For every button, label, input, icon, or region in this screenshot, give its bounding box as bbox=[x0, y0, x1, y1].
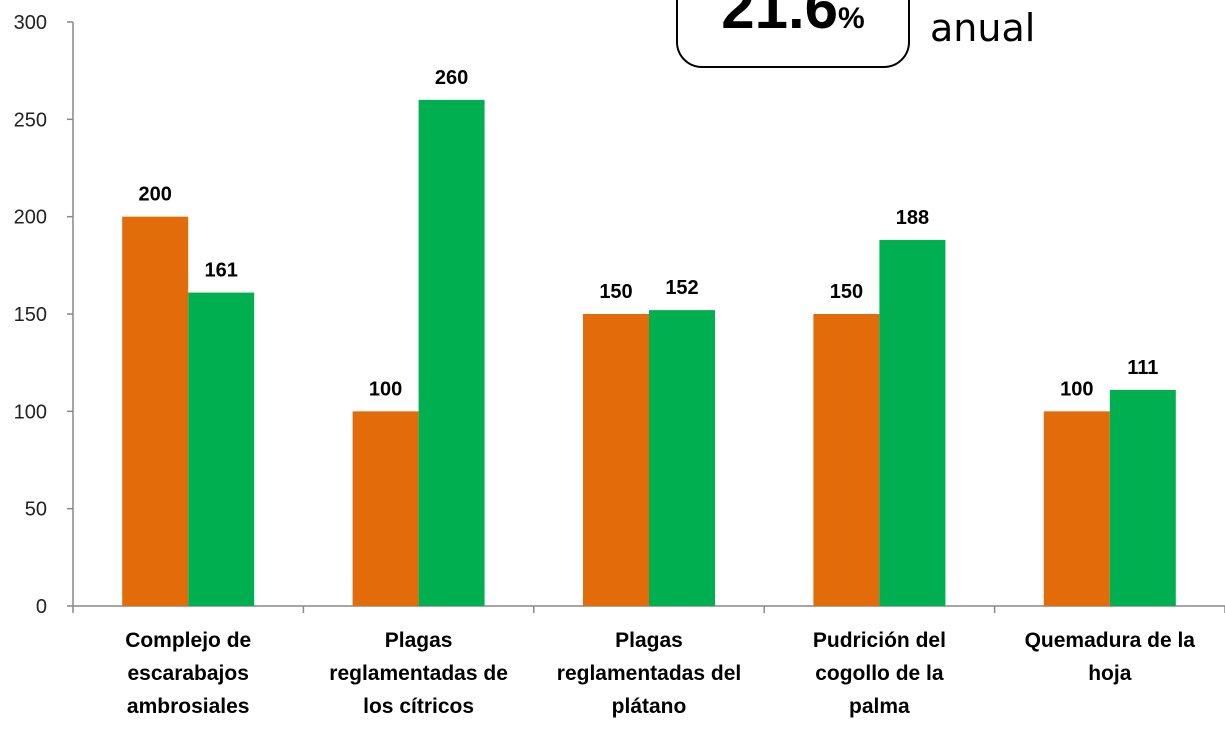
category-label: Plagas reglamentadas de los cítricos bbox=[329, 629, 508, 718]
category-label-line: Pudrición del bbox=[813, 629, 946, 652]
category-label-line: ambrosiales bbox=[127, 695, 250, 718]
callout-unit: % bbox=[838, 2, 865, 35]
category-label-line: Quemadura de la bbox=[1025, 629, 1196, 652]
bar-series-1 bbox=[122, 216, 189, 606]
y-tick-label: 100 bbox=[14, 401, 47, 423]
bar-series-1 bbox=[813, 314, 880, 606]
y-tick-label: 200 bbox=[14, 207, 47, 229]
data-label: 161 bbox=[205, 260, 238, 282]
category-label: Quemadura de la hoja bbox=[1025, 629, 1196, 685]
data-label: 150 bbox=[830, 281, 863, 303]
callout-number: 21.6 bbox=[721, 0, 839, 41]
category-label-line: plátano bbox=[612, 695, 687, 718]
bar-series-2 bbox=[1109, 389, 1176, 606]
data-label: 111 bbox=[1127, 357, 1158, 379]
data-label: 150 bbox=[599, 281, 632, 303]
category-label: Complejo de escarabajos ambrosiales bbox=[125, 629, 251, 718]
category-label-line: palma bbox=[849, 695, 910, 718]
category-label-line: cogollo de la bbox=[815, 662, 944, 685]
bar-series-1 bbox=[583, 314, 649, 606]
category-label-line: Plagas bbox=[615, 629, 683, 652]
category-label-line: escarabajos bbox=[127, 662, 248, 685]
bar-series-2 bbox=[188, 292, 255, 606]
data-label: 100 bbox=[1060, 378, 1093, 400]
y-tick-label: 250 bbox=[14, 109, 47, 131]
y-tick-label: 0 bbox=[36, 596, 47, 618]
data-label: 152 bbox=[665, 277, 698, 299]
category-label-line: hoja bbox=[1088, 662, 1131, 685]
category-label: Plagas reglamentadas del plátano bbox=[557, 629, 741, 718]
bar-series-2 bbox=[649, 310, 715, 606]
data-label: 188 bbox=[896, 207, 929, 229]
bar-series-2 bbox=[879, 240, 946, 606]
callout-box: 21.6% bbox=[676, 0, 910, 68]
bar-series-1 bbox=[352, 411, 419, 606]
bar-series-1 bbox=[1043, 411, 1110, 606]
bar-series-2 bbox=[418, 99, 485, 606]
category-label: Pudrición del cogollo de la palma bbox=[813, 629, 946, 718]
data-label: 100 bbox=[369, 378, 402, 400]
callout-value: 21.6% bbox=[678, 0, 908, 49]
category-label-line: Complejo de bbox=[125, 629, 251, 652]
callout-caption: anual bbox=[930, 6, 1036, 50]
category-label-line: Plagas bbox=[385, 629, 453, 652]
y-tick-label: 300 bbox=[14, 12, 47, 34]
category-label-line: reglamentadas de bbox=[329, 662, 508, 685]
y-tick-label: 50 bbox=[25, 499, 47, 521]
data-label: 200 bbox=[139, 184, 172, 206]
data-label: 260 bbox=[435, 67, 468, 89]
category-label-line: reglamentadas del bbox=[557, 662, 741, 685]
category-label-line: los cítricos bbox=[363, 695, 474, 718]
y-tick-label: 150 bbox=[14, 304, 47, 326]
